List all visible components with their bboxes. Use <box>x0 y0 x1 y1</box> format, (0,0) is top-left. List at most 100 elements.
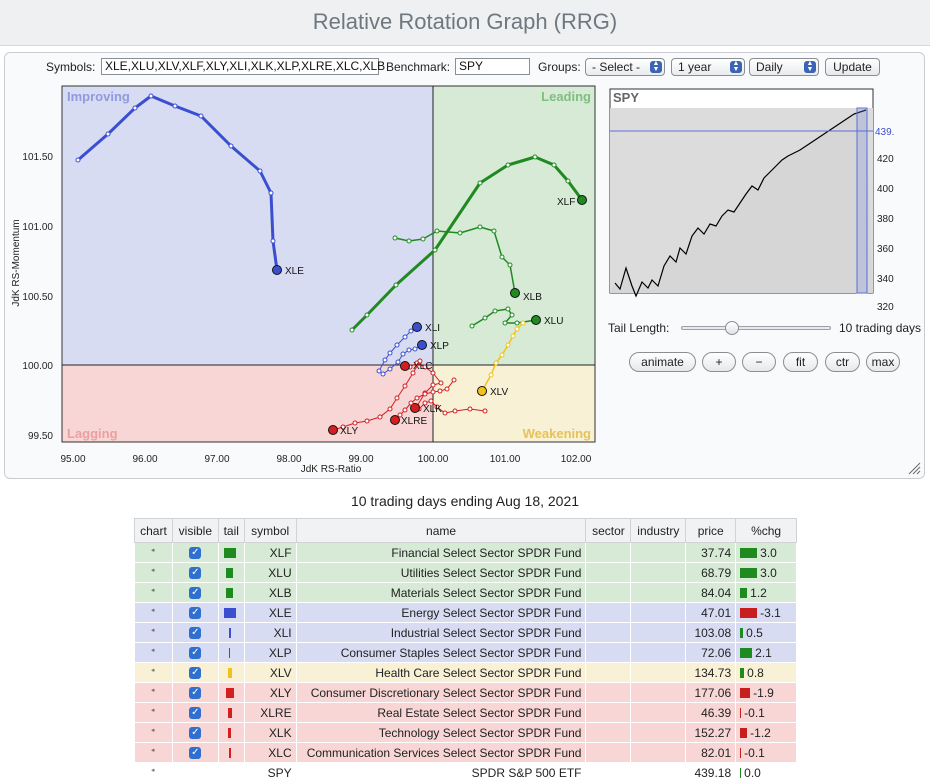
tail-cell[interactable] <box>217 762 245 783</box>
visible-cell[interactable]: ✓ <box>171 542 219 563</box>
visible-checkbox[interactable]: ✓ <box>189 707 202 720</box>
name-cell: Materials Select Sector SPDR Fund <box>295 582 587 603</box>
tail-point <box>505 342 511 348</box>
tail-swatch[interactable] <box>223 608 236 619</box>
tail-cell[interactable] <box>217 542 245 563</box>
visible-checkbox[interactable]: ✓ <box>189 587 202 600</box>
tail-swatch[interactable] <box>227 668 232 679</box>
benchmark-input[interactable]: SPY <box>455 58 530 75</box>
visible-checkbox[interactable]: ✓ <box>189 727 202 740</box>
visible-checkbox[interactable]: ✓ <box>189 567 202 580</box>
sector-cell <box>585 642 632 663</box>
tail-swatch[interactable] <box>225 688 234 699</box>
spy-y-tick: 340 <box>877 274 894 285</box>
visible-checkbox[interactable]: ✓ <box>189 687 202 700</box>
industry-cell <box>630 562 687 583</box>
zoom-out-button[interactable]: − <box>742 352 776 372</box>
col-name[interactable]: name <box>295 518 587 543</box>
visible-checkbox[interactable]: ✓ <box>189 667 202 680</box>
resize-handle-icon[interactable] <box>907 461 921 475</box>
tail-swatch[interactable] <box>223 548 236 559</box>
tail-swatch[interactable] <box>228 728 232 739</box>
quadrant-label-lagging: Lagging <box>67 426 118 441</box>
quadrant-label-leading: Leading <box>541 89 591 104</box>
price-cell: 134.73 <box>685 662 737 683</box>
visible-cell[interactable]: ✓ <box>171 562 219 583</box>
chart-icon-cell[interactable]: ꜗꜗ <box>134 642 173 663</box>
symbols-input[interactable]: XLE,XLU,XLV,XLF,XLY,XLI,XLK,XLP,XLRE,XLC… <box>101 58 385 75</box>
zoom-in-button[interactable]: + <box>702 352 736 372</box>
col-chg[interactable]: %chg <box>735 518 797 543</box>
tail-swatch[interactable] <box>228 628 231 639</box>
animate-button[interactable]: animate <box>629 352 696 372</box>
visible-checkbox[interactable]: ✓ <box>189 627 202 640</box>
col-sector[interactable]: sector <box>585 518 632 543</box>
tail-point <box>387 350 393 356</box>
col-chart[interactable]: chart <box>134 518 173 543</box>
visible-checkbox[interactable]: ✓ <box>189 647 202 660</box>
visible-cell[interactable]: ✓ <box>171 602 219 623</box>
update-button[interactable]: Update <box>825 58 880 76</box>
center-button[interactable]: ctr <box>825 352 860 372</box>
tail-cell[interactable] <box>217 602 245 623</box>
visible-cell[interactable]: ✓ <box>171 642 219 663</box>
tail-cell[interactable] <box>217 742 245 763</box>
tail-swatch[interactable] <box>227 708 232 719</box>
chg-bar <box>740 568 758 579</box>
tail-cell[interactable] <box>217 562 245 583</box>
chart-icon-cell[interactable]: ꜗꜗ <box>134 722 173 743</box>
page-title: Relative Rotation Graph (RRG) <box>0 0 930 46</box>
fit-button[interactable]: fit <box>783 352 818 372</box>
col-industry[interactable]: industry <box>630 518 687 543</box>
max-button[interactable]: max <box>866 352 900 372</box>
tail-cell[interactable] <box>217 582 245 603</box>
chart-icon-cell[interactable]: ꜗꜗ <box>134 742 173 763</box>
x-tick-label: 102.00 <box>561 454 592 465</box>
chart-icon-cell[interactable]: ꜗꜗ <box>134 622 173 643</box>
interval-select-value: Daily <box>756 60 783 74</box>
col-symbol[interactable]: symbol <box>243 518 297 543</box>
visible-checkbox[interactable]: ✓ <box>189 607 202 620</box>
visible-checkbox[interactable]: ✓ <box>189 747 202 760</box>
chart-icon-cell[interactable]: ꜗꜗ <box>134 542 173 563</box>
visible-cell[interactable]: ✓ <box>171 582 219 603</box>
tail-cell[interactable] <box>217 642 245 663</box>
groups-select[interactable]: - Select - ▲ ▼ <box>585 58 665 76</box>
visible-cell[interactable]: ✓ <box>171 742 219 763</box>
interval-select[interactable]: Daily ▲ ▼ <box>749 58 819 76</box>
tail-swatch[interactable] <box>226 568 234 579</box>
col-price[interactable]: price <box>685 518 737 543</box>
col-visible[interactable]: visible <box>171 518 219 543</box>
tail-swatch[interactable] <box>229 648 231 659</box>
visible-cell[interactable]: ✓ <box>171 662 219 683</box>
tail-cell[interactable] <box>217 682 245 703</box>
tail-swatch[interactable] <box>226 588 234 599</box>
visible-cell[interactable]: ✓ <box>171 622 219 643</box>
tail-cell[interactable] <box>217 722 245 743</box>
visible-cell[interactable]: ✓ <box>171 682 219 703</box>
visible-cell[interactable]: ✓ <box>171 702 219 723</box>
tail-point <box>392 235 398 241</box>
visible-cell[interactable]: ✓ <box>171 722 219 743</box>
chart-icon-cell[interactable]: ꜗꜗ <box>134 602 173 623</box>
tail-length-slider[interactable] <box>681 321 831 335</box>
chart-icon-cell[interactable]: ꜗꜗ <box>134 682 173 703</box>
chart-icon-cell[interactable]: ꜗꜗ <box>134 562 173 583</box>
spy-y-tick: 380 <box>877 214 894 225</box>
chart-icon-cell[interactable]: ꜗꜗ <box>134 762 173 783</box>
col-tail[interactable]: tail <box>217 518 245 543</box>
spy-last-price: 439.18 <box>875 127 895 138</box>
tail-cell[interactable] <box>217 702 245 723</box>
tail-point <box>420 236 426 242</box>
chart-icon-cell[interactable]: ꜗꜗ <box>134 582 173 603</box>
chg-value: 0.5 <box>746 625 763 640</box>
visible-cell[interactable] <box>171 762 219 783</box>
chart-icon-cell[interactable]: ꜗꜗ <box>134 702 173 723</box>
visible-checkbox[interactable]: ✓ <box>189 547 202 560</box>
chart-icon-cell[interactable]: ꜗꜗ <box>134 662 173 683</box>
tail-swatch[interactable] <box>228 748 231 759</box>
tail-cell[interactable] <box>217 622 245 643</box>
tail-cell[interactable] <box>217 662 245 683</box>
tail-slider-handle[interactable] <box>724 321 739 335</box>
period-select[interactable]: 1 year ▲ ▼ <box>671 58 745 76</box>
